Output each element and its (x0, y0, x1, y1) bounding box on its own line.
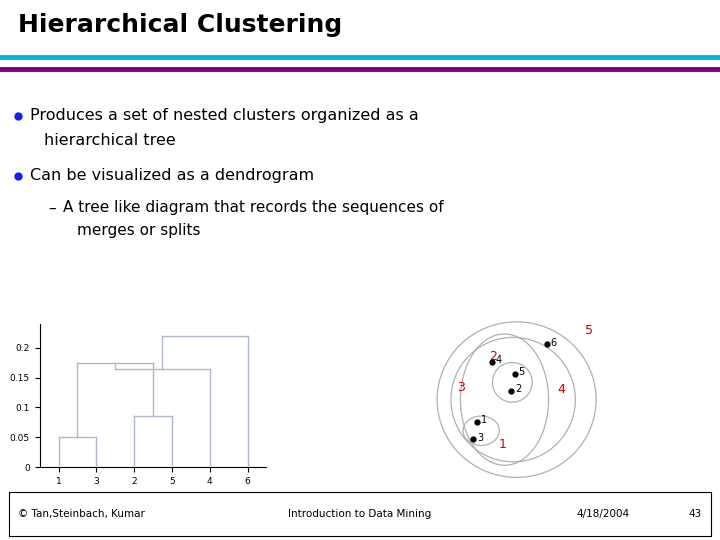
Text: 4: 4 (495, 355, 501, 365)
Text: 3: 3 (477, 433, 483, 443)
Text: 6: 6 (551, 338, 557, 348)
Text: Produces a set of nested clusters organized as a: Produces a set of nested clusters organi… (30, 109, 419, 124)
Text: 5: 5 (518, 367, 525, 377)
Text: 4: 4 (557, 383, 565, 396)
Text: merges or splits: merges or splits (77, 224, 200, 239)
Text: 2: 2 (516, 384, 521, 394)
Text: Can be visualized as a dendrogram: Can be visualized as a dendrogram (30, 168, 314, 184)
Text: 4/18/2004: 4/18/2004 (576, 509, 629, 519)
Text: 1: 1 (481, 415, 487, 426)
Text: 2: 2 (489, 350, 497, 363)
Text: –: – (48, 200, 55, 215)
Text: Hierarchical Clustering: Hierarchical Clustering (18, 13, 342, 37)
Text: Introduction to Data Mining: Introduction to Data Mining (289, 509, 431, 519)
Text: 3: 3 (457, 381, 465, 394)
Text: A tree like diagram that records the sequences of: A tree like diagram that records the seq… (63, 200, 444, 215)
Text: hierarchical tree: hierarchical tree (44, 133, 176, 148)
Text: 5: 5 (585, 324, 593, 337)
Text: 43: 43 (689, 509, 702, 519)
Text: 1: 1 (498, 438, 506, 451)
Text: © Tan,Steinbach, Kumar: © Tan,Steinbach, Kumar (18, 509, 145, 519)
